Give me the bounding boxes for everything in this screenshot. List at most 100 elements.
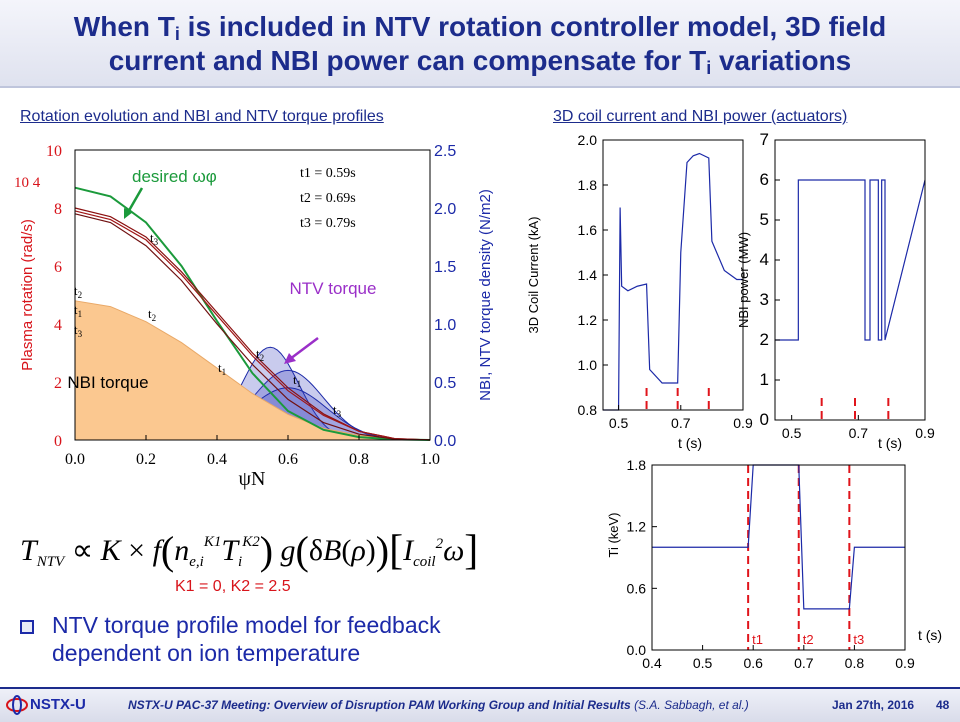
x-tick-label: 0.2 <box>136 451 156 468</box>
footer-text: NSTX-U PAC-37 Meeting: Overview of Disru… <box>128 698 631 712</box>
nstx-logo-mark <box>6 695 28 715</box>
ti-y-label: Ti (keV) <box>606 512 621 557</box>
nbi-torque-label: NBI torque <box>67 373 148 392</box>
ntv-torque-label: NTV torque <box>290 279 377 298</box>
equation-graphic: TNTV ∝ K × f(ne,iK1TiK2) g(δB(ρ))[Icoil2… <box>20 528 478 574</box>
x-tick-label: 0.9 <box>895 655 915 671</box>
y-tick-label: 1.4 <box>578 267 598 283</box>
page-number: 48 <box>936 698 950 712</box>
desired-arrow-head <box>124 208 133 219</box>
nbi-x-label: t (s) <box>878 435 902 451</box>
y-right-tick-label: 0.5 <box>434 375 456 392</box>
ntv-arrow-head <box>284 353 296 364</box>
y-tick-label: 2 <box>760 330 769 349</box>
title-line-2: current and NBI power can compensate for… <box>0 46 960 83</box>
y-left-tick-label: 8 <box>54 201 62 218</box>
y-tick-label: 0.0 <box>627 642 647 658</box>
y-tick-label: 3 <box>760 290 769 309</box>
y-tick-label: 0 <box>760 410 769 429</box>
title-text: is included in NTV rotation controller m… <box>179 11 887 42</box>
t3-nbi-label: t3 <box>74 322 83 339</box>
ntv-equation: TNTV ∝ K × f(ne,iK1TiK2) g(δB(ρ))[Icoil2… <box>18 512 578 580</box>
nbi-y-label: NBI power (MW) <box>736 232 751 328</box>
rotation-line-desired <box>74 186 431 441</box>
y-tick-label: 1 <box>760 370 769 389</box>
x-tick-label: 0.4 <box>207 451 227 468</box>
x-tick-label: 0.6 <box>743 655 763 671</box>
y-right-tick-label: 2.0 <box>434 201 456 218</box>
x-tick-label: 0.7 <box>671 415 691 431</box>
y-right-tick-label: 1.5 <box>434 259 456 276</box>
ion-temperature-chart: t1 t2 t3 0.4 0.5 0.6 0.7 0.8 0.9 0.0 0.6 1.2 1.8 Ti… <box>606 457 942 671</box>
y-left-tick-label: 6 <box>54 259 62 276</box>
footer-bar: NSTX-U NSTX-U PAC-37 Meeting: Overview o… <box>0 687 960 722</box>
x-tick-label: 0.5 <box>782 425 802 441</box>
title-subscript: i <box>174 24 180 44</box>
x-tick-label: 0.5 <box>693 655 713 671</box>
plot-frame <box>74 149 431 441</box>
title-subscript: i <box>706 58 712 78</box>
title-text: When T <box>73 11 175 42</box>
title-line-1: When Ti is included in NTV rotation cont… <box>0 12 960 49</box>
ntv-arrow <box>289 337 319 360</box>
plot-frame <box>602 139 744 411</box>
time-marker-label: t2 <box>803 632 814 647</box>
plot-frame <box>651 464 906 651</box>
x-tick-label: 0.6 <box>278 451 298 468</box>
y-left-tick-label: 0 <box>54 433 62 450</box>
x-axis-label: ψN <box>239 468 266 490</box>
t2-curve-label: t2 <box>148 306 156 323</box>
title-text: variations <box>711 45 852 76</box>
y-tick-label: 6 <box>760 170 769 189</box>
plot-frame <box>774 139 926 421</box>
t2-time-label: t2 = 0.69s <box>300 191 356 206</box>
y-tick-label: 1.6 <box>578 222 598 238</box>
x-tick-label: 0.9 <box>915 425 935 441</box>
y-tick-label: 0.6 <box>627 580 647 596</box>
desired-omega-label: desired ωφ <box>132 167 217 186</box>
y-right-tick-label: 0.0 <box>434 433 456 450</box>
y-tick-label: 1.2 <box>627 519 647 535</box>
left-section-heading: Rotation evolution and NBI and NTV torqu… <box>20 108 384 125</box>
x-tick-label: 0.7 <box>849 425 869 441</box>
y-multiplier-label: 10 4 <box>14 175 41 191</box>
bullet-text: NTV torque profile model for feedback de… <box>52 611 441 667</box>
coil-y-label: 3D Coil Current (kA) <box>526 216 541 333</box>
coil-x-label: t (s) <box>678 435 702 451</box>
footer-date: Jan 27th, 2016 <box>832 698 915 712</box>
t2-nbi-label: t2 <box>74 283 82 300</box>
y-left-tick-label: 4 <box>54 317 62 334</box>
right-section-heading: 3D coil current and NBI power (actuators… <box>553 108 848 125</box>
x-tick-label: 0.5 <box>609 415 629 431</box>
y-tick-label: 5 <box>760 210 769 229</box>
y-right-tick-label: 2.5 <box>434 143 456 160</box>
t1-time-label: t1 = 0.59s <box>300 166 356 181</box>
t3-ntv-label: t3 <box>333 402 342 419</box>
footer-authors: (S.A. Sabbagh, et al.) <box>634 698 749 712</box>
nbi-power-line <box>775 179 926 341</box>
t3-time-label: t3 = 0.79s <box>300 216 356 231</box>
coil-current-line <box>603 152 743 411</box>
ion-temperature-line <box>652 464 905 610</box>
y-tick-label: 4 <box>760 250 769 269</box>
y-tick-label: 7 <box>760 130 769 149</box>
t3-curve-label: t3 <box>150 230 159 247</box>
bullet-line-2: dependent on ion temperature <box>52 640 361 666</box>
nstx-logo: NSTX-U <box>6 694 92 716</box>
nbi-power-chart: 0.5 0.7 0.9 0 1 2 3 4 5 6 7 NBI power (MW) t (s) <box>736 130 935 451</box>
y-left-axis-label: Plasma rotation (rad/s) <box>19 219 36 371</box>
time-marker-label: t1 <box>752 632 763 647</box>
y-left-tick-label: 2 <box>54 375 62 392</box>
bullet-line-1: NTV torque profile model for feedback <box>52 612 441 638</box>
nstx-logo-text: NSTX-U <box>30 696 86 713</box>
rotation-torque-chart: 0.0 0.2 0.4 0.6 0.8 1.0 0 2 4 6 8 10 0.0 0.5 1.0 1.5 2.0… <box>14 143 494 490</box>
y-tick-label: 1.8 <box>578 177 598 193</box>
t1-nbi-label: t1 <box>74 302 82 319</box>
x-tick-label: 1.0 <box>420 451 440 468</box>
t2-ntv-label: t2 <box>256 346 264 363</box>
desired-arrow <box>125 187 144 215</box>
time-marker-label: t3 <box>853 632 864 647</box>
y-tick-label: 2.0 <box>578 132 598 148</box>
title-text: current and NBI power can compensate for… <box>108 45 707 76</box>
k-values: K1 = 0, K2 = 2.5 <box>175 578 291 595</box>
